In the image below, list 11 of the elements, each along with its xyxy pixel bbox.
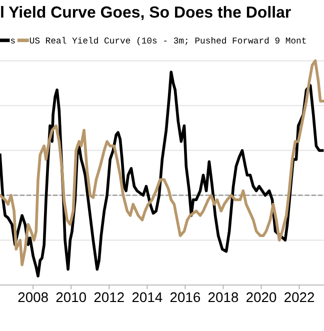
x-tick-label: 2022 [284, 292, 314, 302]
chart-title: l Yield Curve Goes, So Does the Dollar [1, 6, 291, 20]
x-tick-label: 2012 [94, 292, 124, 302]
x-tick-label: 2014 [132, 292, 162, 302]
x-tick-label: 2018 [208, 292, 238, 302]
legend-label: s [10, 38, 15, 44]
legend-label: US Real Yield Curve (10s - 3m; Pushed Forward 9 Mont [30, 37, 306, 46]
x-tick-label: 2020 [246, 292, 276, 302]
x-tick-label: 2008 [18, 292, 48, 302]
x-tick-label: 2010 [56, 292, 86, 302]
x-tick-label: 2016 [170, 292, 200, 302]
